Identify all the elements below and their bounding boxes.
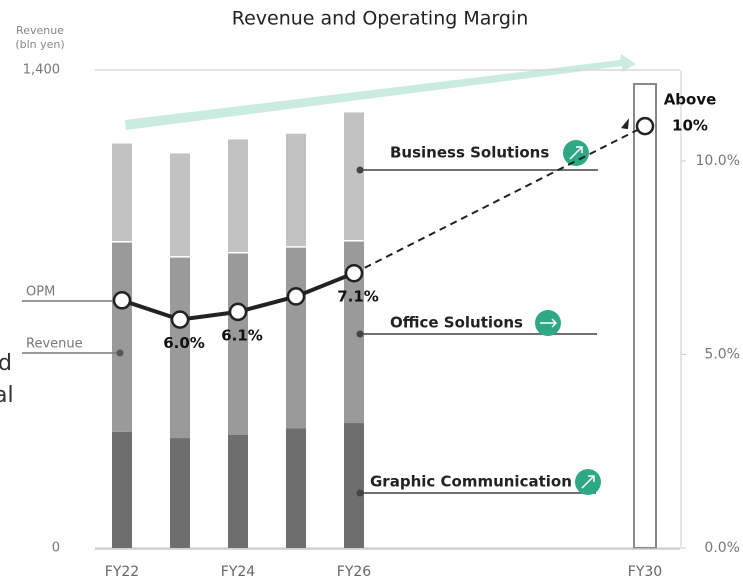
trend-arrow [569,146,583,160]
line-point [286,287,306,306]
legend-label: Business Solutions [390,144,549,162]
bar-segment [228,139,248,252]
line-point [228,302,248,322]
growth-arrow [125,54,636,130]
y-axis-label: Revenue [16,24,64,37]
line-point [635,116,655,136]
x-tick-label: FY24 [221,564,256,580]
bar-segment [228,253,248,435]
value-label: 10% [672,117,708,135]
bar-segment [228,434,248,548]
value-label: 6.0% [163,334,205,352]
bar-segment [286,133,306,247]
bar-segment [112,143,132,242]
y-tick-label: 0 [52,541,60,556]
y2-tick-label: 0.0% [704,540,740,556]
chart-title: Revenue and Operating Margin [232,8,529,30]
line-point [170,310,190,329]
bar-segment [286,247,306,429]
bar-segment [112,242,132,432]
cropped-text: al [0,383,14,408]
bar-segment [286,428,306,548]
projection-arrowhead [621,118,629,130]
legend-label: Graphic Communication [370,473,572,491]
line-point [112,291,132,310]
bar-segment [112,431,132,548]
y-tick-label: 1,400 [23,63,60,78]
bar-segment [344,423,364,548]
projection-line [353,125,646,275]
value-label: 7.1% [337,288,379,306]
line-legend: OPM [26,285,55,300]
callout-dot [356,489,364,497]
trend-arrow [581,475,595,489]
y2-tick-label: 5.0% [704,346,740,362]
line-point [344,263,364,283]
bar-segment [170,257,190,439]
value-label: Above [664,91,717,109]
legend-label: Office Solutions [390,314,523,332]
revenue-label: Revenue [26,337,83,352]
label-dot [116,349,124,357]
y-axis-label: (bln yen) [15,38,64,51]
bar-segment [170,438,190,548]
x-tick-label: FY30 [628,564,662,580]
value-label: 6.1% [221,326,263,344]
bar-segment [170,153,190,257]
cropped-text: d [0,351,12,376]
callout-dot [356,330,364,338]
target-bar [633,82,657,550]
bar-segment [344,112,364,241]
x-tick-label: FY26 [337,564,372,580]
y2-tick-label: 10.0% [696,153,740,169]
callout-dot [356,166,364,174]
trend-arrow [540,318,558,328]
x-tick-label: FY22 [105,564,139,580]
bar-segment [344,241,364,424]
